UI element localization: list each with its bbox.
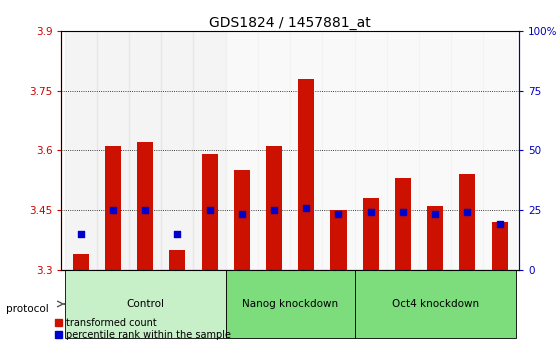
Bar (65, 270, 226, 338)
Text: Nanog knockdown: Nanog knockdown (242, 299, 338, 309)
Bar (419, 31, 451, 270)
Bar (451, 31, 483, 270)
Bar (97, 31, 129, 270)
Point (173, 231, 182, 237)
Bar (330, 210, 347, 270)
Point (431, 211, 440, 217)
Bar (298, 79, 314, 270)
Text: Oct4 knockdown: Oct4 knockdown (392, 299, 479, 309)
Bar (266, 147, 282, 270)
Bar (483, 31, 516, 270)
Bar (354, 270, 516, 338)
Bar (387, 31, 419, 270)
Bar (226, 270, 354, 338)
Bar (129, 31, 161, 270)
Bar (73, 254, 89, 270)
Point (108, 207, 117, 213)
Point (334, 211, 343, 217)
Bar (137, 142, 153, 270)
Point (366, 209, 375, 215)
Bar (258, 31, 290, 270)
Bar (492, 222, 508, 270)
Bar (354, 31, 387, 270)
Point (141, 207, 150, 213)
Legend: transformed count, percentile rank within the sample: transformed count, percentile rank withi… (55, 318, 231, 340)
Point (398, 209, 407, 215)
Point (302, 205, 311, 211)
Bar (459, 174, 475, 270)
Bar (194, 31, 226, 270)
Bar (323, 31, 354, 270)
Point (205, 207, 214, 213)
Bar (427, 206, 443, 270)
Bar (161, 31, 194, 270)
Text: protocol: protocol (6, 304, 49, 314)
Point (237, 211, 246, 217)
Text: Control: Control (126, 299, 164, 309)
Bar (169, 250, 185, 270)
Point (76, 231, 85, 237)
Point (463, 209, 472, 215)
Bar (65, 31, 97, 270)
Title: GDS1824 / 1457881_at: GDS1824 / 1457881_at (209, 16, 371, 30)
Bar (105, 147, 121, 270)
Bar (234, 170, 250, 270)
Bar (395, 178, 411, 270)
Point (495, 221, 504, 227)
Bar (226, 31, 258, 270)
Bar (201, 155, 218, 270)
Bar (363, 198, 379, 270)
Bar (290, 31, 323, 270)
Point (270, 207, 278, 213)
